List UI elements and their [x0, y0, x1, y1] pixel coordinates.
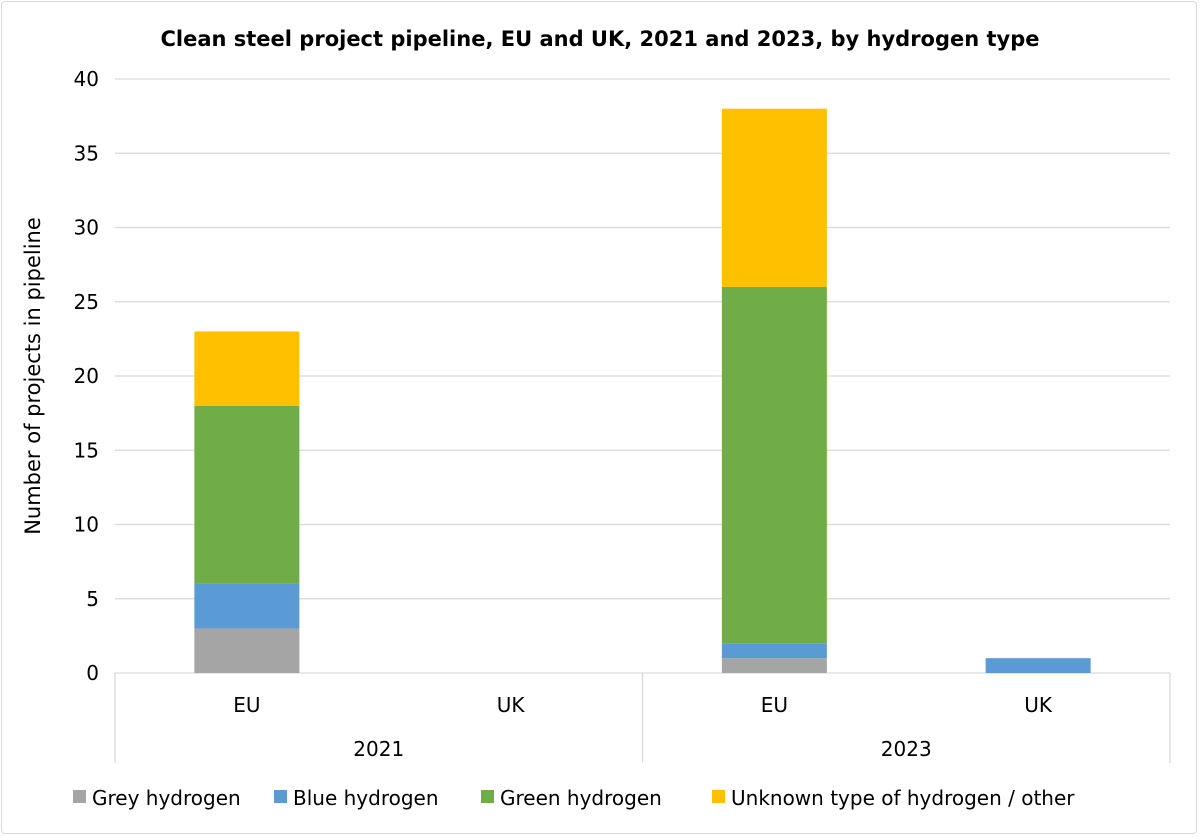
bar-segment [194, 405, 300, 584]
y-axis-label: Number of projects in pipeline [21, 217, 45, 535]
group-label: 2023 [881, 737, 932, 761]
legend-swatch [481, 790, 494, 803]
y-tick-label: 20 [74, 364, 99, 388]
x-tick-label: UK [1024, 693, 1053, 717]
y-tick-label: 5 [86, 587, 99, 611]
legend-label: Green hydrogen [500, 786, 662, 810]
group-label: 2021 [353, 737, 404, 761]
legend-label: Blue hydrogen [293, 786, 439, 810]
x-tick-label: UK [497, 693, 526, 717]
chart-title: Clean steel project pipeline, EU and UK,… [160, 27, 1039, 51]
bar-segment [721, 643, 827, 659]
y-tick-label: 0 [86, 661, 99, 685]
legend-swatch [274, 790, 287, 803]
y-tick-label: 15 [74, 438, 99, 462]
y-tick-label: 25 [74, 290, 99, 314]
y-tick-label: 30 [74, 216, 99, 240]
x-tick-label: EU [761, 693, 788, 717]
bar-segment [194, 628, 300, 673]
bar-segment [721, 108, 827, 287]
legend-swatch [712, 790, 725, 803]
y-tick-label: 35 [74, 141, 99, 165]
bar-segment [194, 331, 300, 406]
legend-label: Grey hydrogen [92, 786, 241, 810]
bar-segment [721, 286, 827, 644]
bar-segment [985, 658, 1091, 673]
legend-swatch [73, 790, 86, 803]
x-tick-label: EU [233, 693, 260, 717]
bar-segment [194, 583, 300, 629]
legend-label: Unknown type of hydrogen / other [731, 786, 1075, 810]
y-tick-label: 40 [74, 67, 99, 91]
y-tick-label: 10 [74, 513, 99, 537]
bar-segment [721, 658, 827, 673]
